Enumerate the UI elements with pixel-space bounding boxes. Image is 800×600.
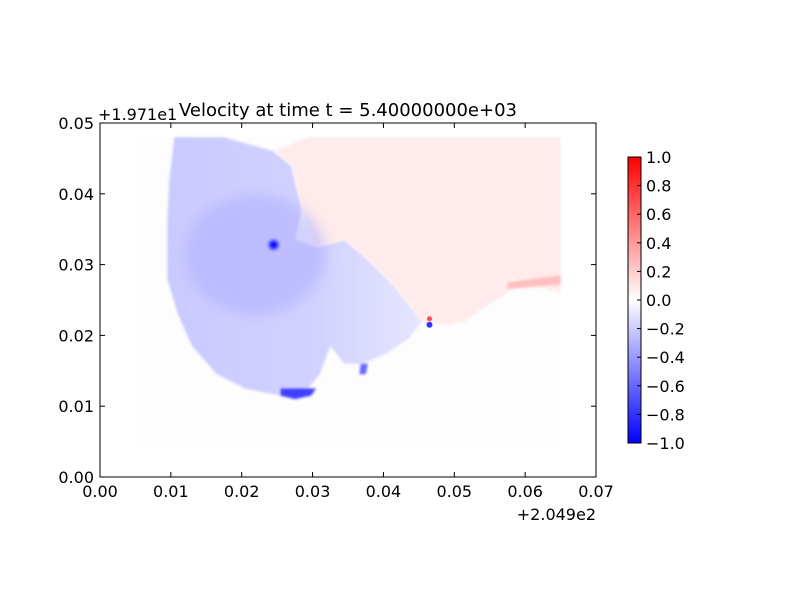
colorbar-tick-label: −0.4 xyxy=(646,348,685,367)
plot-frame xyxy=(99,122,597,478)
x-tick-label: 0.00 xyxy=(82,482,118,501)
colorbar-tick-label: 0.2 xyxy=(646,262,671,281)
colorbar-tick-label: 0.4 xyxy=(646,234,671,253)
y-offset-label: +1.971e1 xyxy=(98,105,177,124)
y-tick-label: 0.05 xyxy=(58,114,94,133)
colorbar-tick-label: −1.0 xyxy=(646,434,685,453)
inlet-dipole-positive-lobe xyxy=(426,316,432,322)
colorbar-tick-label: −0.8 xyxy=(646,405,685,424)
x-tick-label: 0.04 xyxy=(366,482,402,501)
colorbar-tick-label: −0.2 xyxy=(646,320,685,339)
colorbar-tick-label: −0.6 xyxy=(646,377,685,396)
colorbar: 1.0 0.8 0.6 0.4 0.2 0.0 −0.2 −0.4 −0.6 −0.8 −1.0 xyxy=(627,148,685,453)
colorbar-tick-label: 0.8 xyxy=(646,177,671,196)
y-tick-label: 0.00 xyxy=(58,468,94,487)
y-tick-label: 0.04 xyxy=(58,185,94,204)
central-vortex-core-halo xyxy=(185,194,326,315)
x-axis: 0.00 0.01 0.02 0.03 0.04 0.05 0.06 0.07 xyxy=(82,123,614,501)
colorbar-tick-label: 0.0 xyxy=(646,291,671,310)
x-offset-label: +2.049e2 xyxy=(517,505,596,524)
x-tick-label: 0.07 xyxy=(578,482,614,501)
y-tick-label: 0.03 xyxy=(58,256,94,275)
chart-title: Velocity at time t = 5.40000000e+03 xyxy=(179,100,517,121)
inlet-dipole xyxy=(426,321,433,328)
eastern-positive-band xyxy=(507,275,561,290)
colorbar-ticks: 1.0 0.8 0.6 0.4 0.2 0.0 −0.2 −0.4 −0.6 −0.8 −1.0 xyxy=(637,148,685,453)
velocity-field xyxy=(135,137,561,442)
y-tick-label: 0.02 xyxy=(58,326,94,345)
central-vortex-core xyxy=(264,235,283,254)
y-axis: 0.00 0.01 0.02 0.03 0.04 0.05 xyxy=(58,114,596,487)
x-tick-label: 0.03 xyxy=(295,482,331,501)
colorbar-tick-label: 1.0 xyxy=(646,148,671,167)
x-tick-label: 0.02 xyxy=(224,482,260,501)
plot-area xyxy=(99,122,597,478)
southern-strong-negative-patch xyxy=(280,388,317,400)
colorbar-tick-label: 0.6 xyxy=(646,205,671,224)
x-tick-label: 0.05 xyxy=(436,482,472,501)
y-tick-label: 0.01 xyxy=(58,397,94,416)
positive-velocity-zone xyxy=(273,137,561,325)
secondary-negative-patch xyxy=(359,363,368,375)
x-tick-label: 0.06 xyxy=(507,482,543,501)
x-tick-label: 0.01 xyxy=(153,482,189,501)
